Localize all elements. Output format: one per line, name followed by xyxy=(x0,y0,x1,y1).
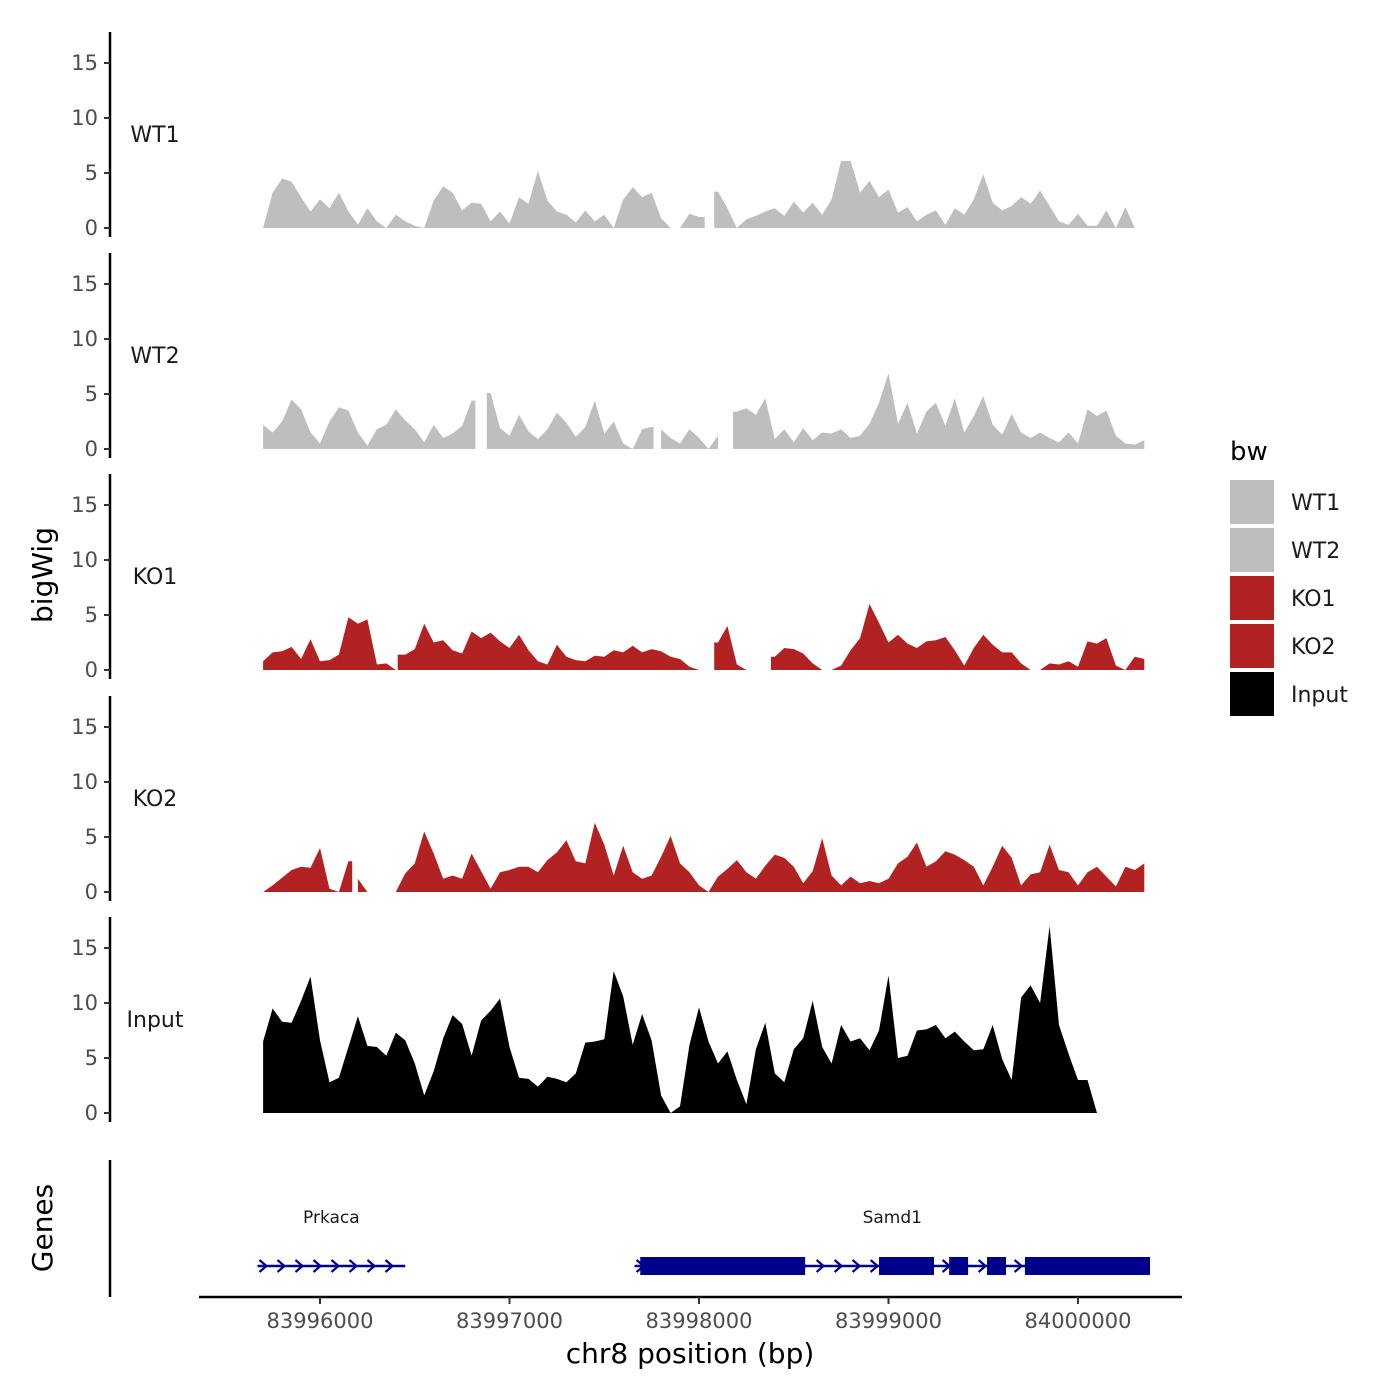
coverage-area xyxy=(714,160,1145,228)
track-label: WT2 xyxy=(130,344,179,369)
y-tick-label: 0 xyxy=(85,658,98,682)
y-tick-label: 15 xyxy=(71,51,98,75)
strand-arrow-icon xyxy=(851,1259,862,1273)
y-tick-label: 15 xyxy=(71,936,98,960)
y-tick-label: 15 xyxy=(71,493,98,517)
strand-arrow-icon xyxy=(276,1259,287,1273)
strand-arrow-icon xyxy=(977,1259,988,1273)
strand-arrow-icon xyxy=(869,1259,880,1273)
y-tick-label: 15 xyxy=(71,272,98,296)
legend-key-ko1 xyxy=(1230,576,1274,620)
strand-arrow-icon xyxy=(384,1259,395,1273)
track-wt1: 0 5 10 15 WT1 xyxy=(71,32,1145,240)
legend-key-ko2 xyxy=(1230,624,1274,668)
coverage-area xyxy=(661,429,718,449)
coverage-area xyxy=(397,623,705,670)
strand-arrow-icon xyxy=(258,1259,269,1273)
x-tick-label: 83998000 xyxy=(646,1309,753,1333)
exon-block xyxy=(987,1257,1006,1275)
coverage-area xyxy=(263,170,705,228)
y-tick-label: 10 xyxy=(71,991,98,1015)
y-tick-label: 10 xyxy=(71,106,98,130)
coverage-area xyxy=(263,617,396,670)
coverage-tracks: 0 5 10 15 WT1 0 5 10 15 WT2 0 5 10 15 KO1 0 5 10 15 KO2 0 5 10… xyxy=(71,32,1145,1125)
exon-block xyxy=(949,1257,969,1275)
exon-block xyxy=(1024,1257,1151,1275)
y-tick-label: 5 xyxy=(85,161,98,185)
y-tick-label: 5 xyxy=(85,825,98,849)
coverage-area xyxy=(714,626,762,670)
y-tick-label: 5 xyxy=(85,603,98,627)
strand-arrow-icon xyxy=(348,1259,359,1273)
track-label: KO1 xyxy=(133,565,178,590)
legend-key-wt2 xyxy=(1230,528,1274,572)
legend: bw WT1 WT2 KO1 KO2 Input xyxy=(1230,437,1348,716)
strand-arrow-icon xyxy=(294,1259,305,1273)
strand-arrow-icon xyxy=(833,1259,844,1273)
x-axis: 83996000 83997000 83998000 83999000 84000000 xyxy=(199,1295,1182,1333)
x-tick-label: 83997000 xyxy=(456,1309,563,1333)
strand-arrow-icon xyxy=(312,1259,323,1273)
exon-block xyxy=(640,1257,806,1275)
gene-prkaca: Prkaca xyxy=(257,1208,406,1273)
strand-arrow-icon xyxy=(330,1259,341,1273)
x-axis-title: chr8 position (bp) xyxy=(566,1337,815,1370)
coverage-area xyxy=(733,373,1145,449)
y-tick-label: 15 xyxy=(71,715,98,739)
legend-label: Input xyxy=(1291,683,1348,708)
legend-title: bw xyxy=(1230,437,1268,467)
x-tick-label: 83996000 xyxy=(267,1309,374,1333)
legend-key-input xyxy=(1230,672,1274,716)
legend-label: KO1 xyxy=(1291,587,1336,612)
track-label: WT1 xyxy=(130,123,179,148)
y-tick-label: 0 xyxy=(85,216,98,240)
track-label: Input xyxy=(127,1008,184,1033)
coverage-area xyxy=(263,926,1145,1113)
strand-arrow-icon xyxy=(366,1259,377,1273)
coverage-area xyxy=(357,878,381,892)
x-tick-label: 84000000 xyxy=(1025,1309,1132,1333)
x-tick-label: 83999000 xyxy=(835,1309,942,1333)
gene-samd1: Samd1 xyxy=(634,1208,1151,1275)
coverage-area xyxy=(263,399,476,449)
y-tick-label: 0 xyxy=(85,437,98,461)
genes-track-title: Genes xyxy=(26,1184,59,1272)
track-ko1: 0 5 10 15 KO1 xyxy=(71,474,1145,682)
y-tick-label: 10 xyxy=(71,327,98,351)
coverage-area xyxy=(771,604,1145,670)
legend-label: WT2 xyxy=(1291,539,1340,564)
y-tick-label: 10 xyxy=(71,770,98,794)
y-tick-label: 10 xyxy=(71,548,98,572)
gene-label: Prkaca xyxy=(303,1208,360,1228)
legend-label: WT1 xyxy=(1291,491,1340,516)
track-input: 0 5 10 15 Input xyxy=(71,917,1145,1125)
legend-label: KO2 xyxy=(1291,635,1336,660)
y-tick-label: 0 xyxy=(85,880,98,904)
gene-annotation-track: Prkaca Samd1 xyxy=(108,1160,1151,1297)
y-tick-label: 5 xyxy=(85,382,98,406)
track-ko2: 0 5 10 15 KO2 xyxy=(71,696,1145,904)
coverage-area xyxy=(486,392,654,449)
coverage-area xyxy=(263,848,353,892)
gene-label: Samd1 xyxy=(863,1208,922,1228)
track-wt2: 0 5 10 15 WT2 xyxy=(71,253,1145,461)
legend-key-wt1 xyxy=(1230,480,1274,524)
coverage-area xyxy=(392,822,1145,892)
y-tick-label: 0 xyxy=(85,1101,98,1125)
y-axis-title: bigWig xyxy=(26,527,59,623)
strand-arrow-icon xyxy=(815,1259,826,1273)
y-tick-label: 5 xyxy=(85,1046,98,1070)
track-label: KO2 xyxy=(133,787,178,812)
strand-arrow-icon xyxy=(1013,1259,1024,1273)
exon-block xyxy=(879,1257,934,1275)
